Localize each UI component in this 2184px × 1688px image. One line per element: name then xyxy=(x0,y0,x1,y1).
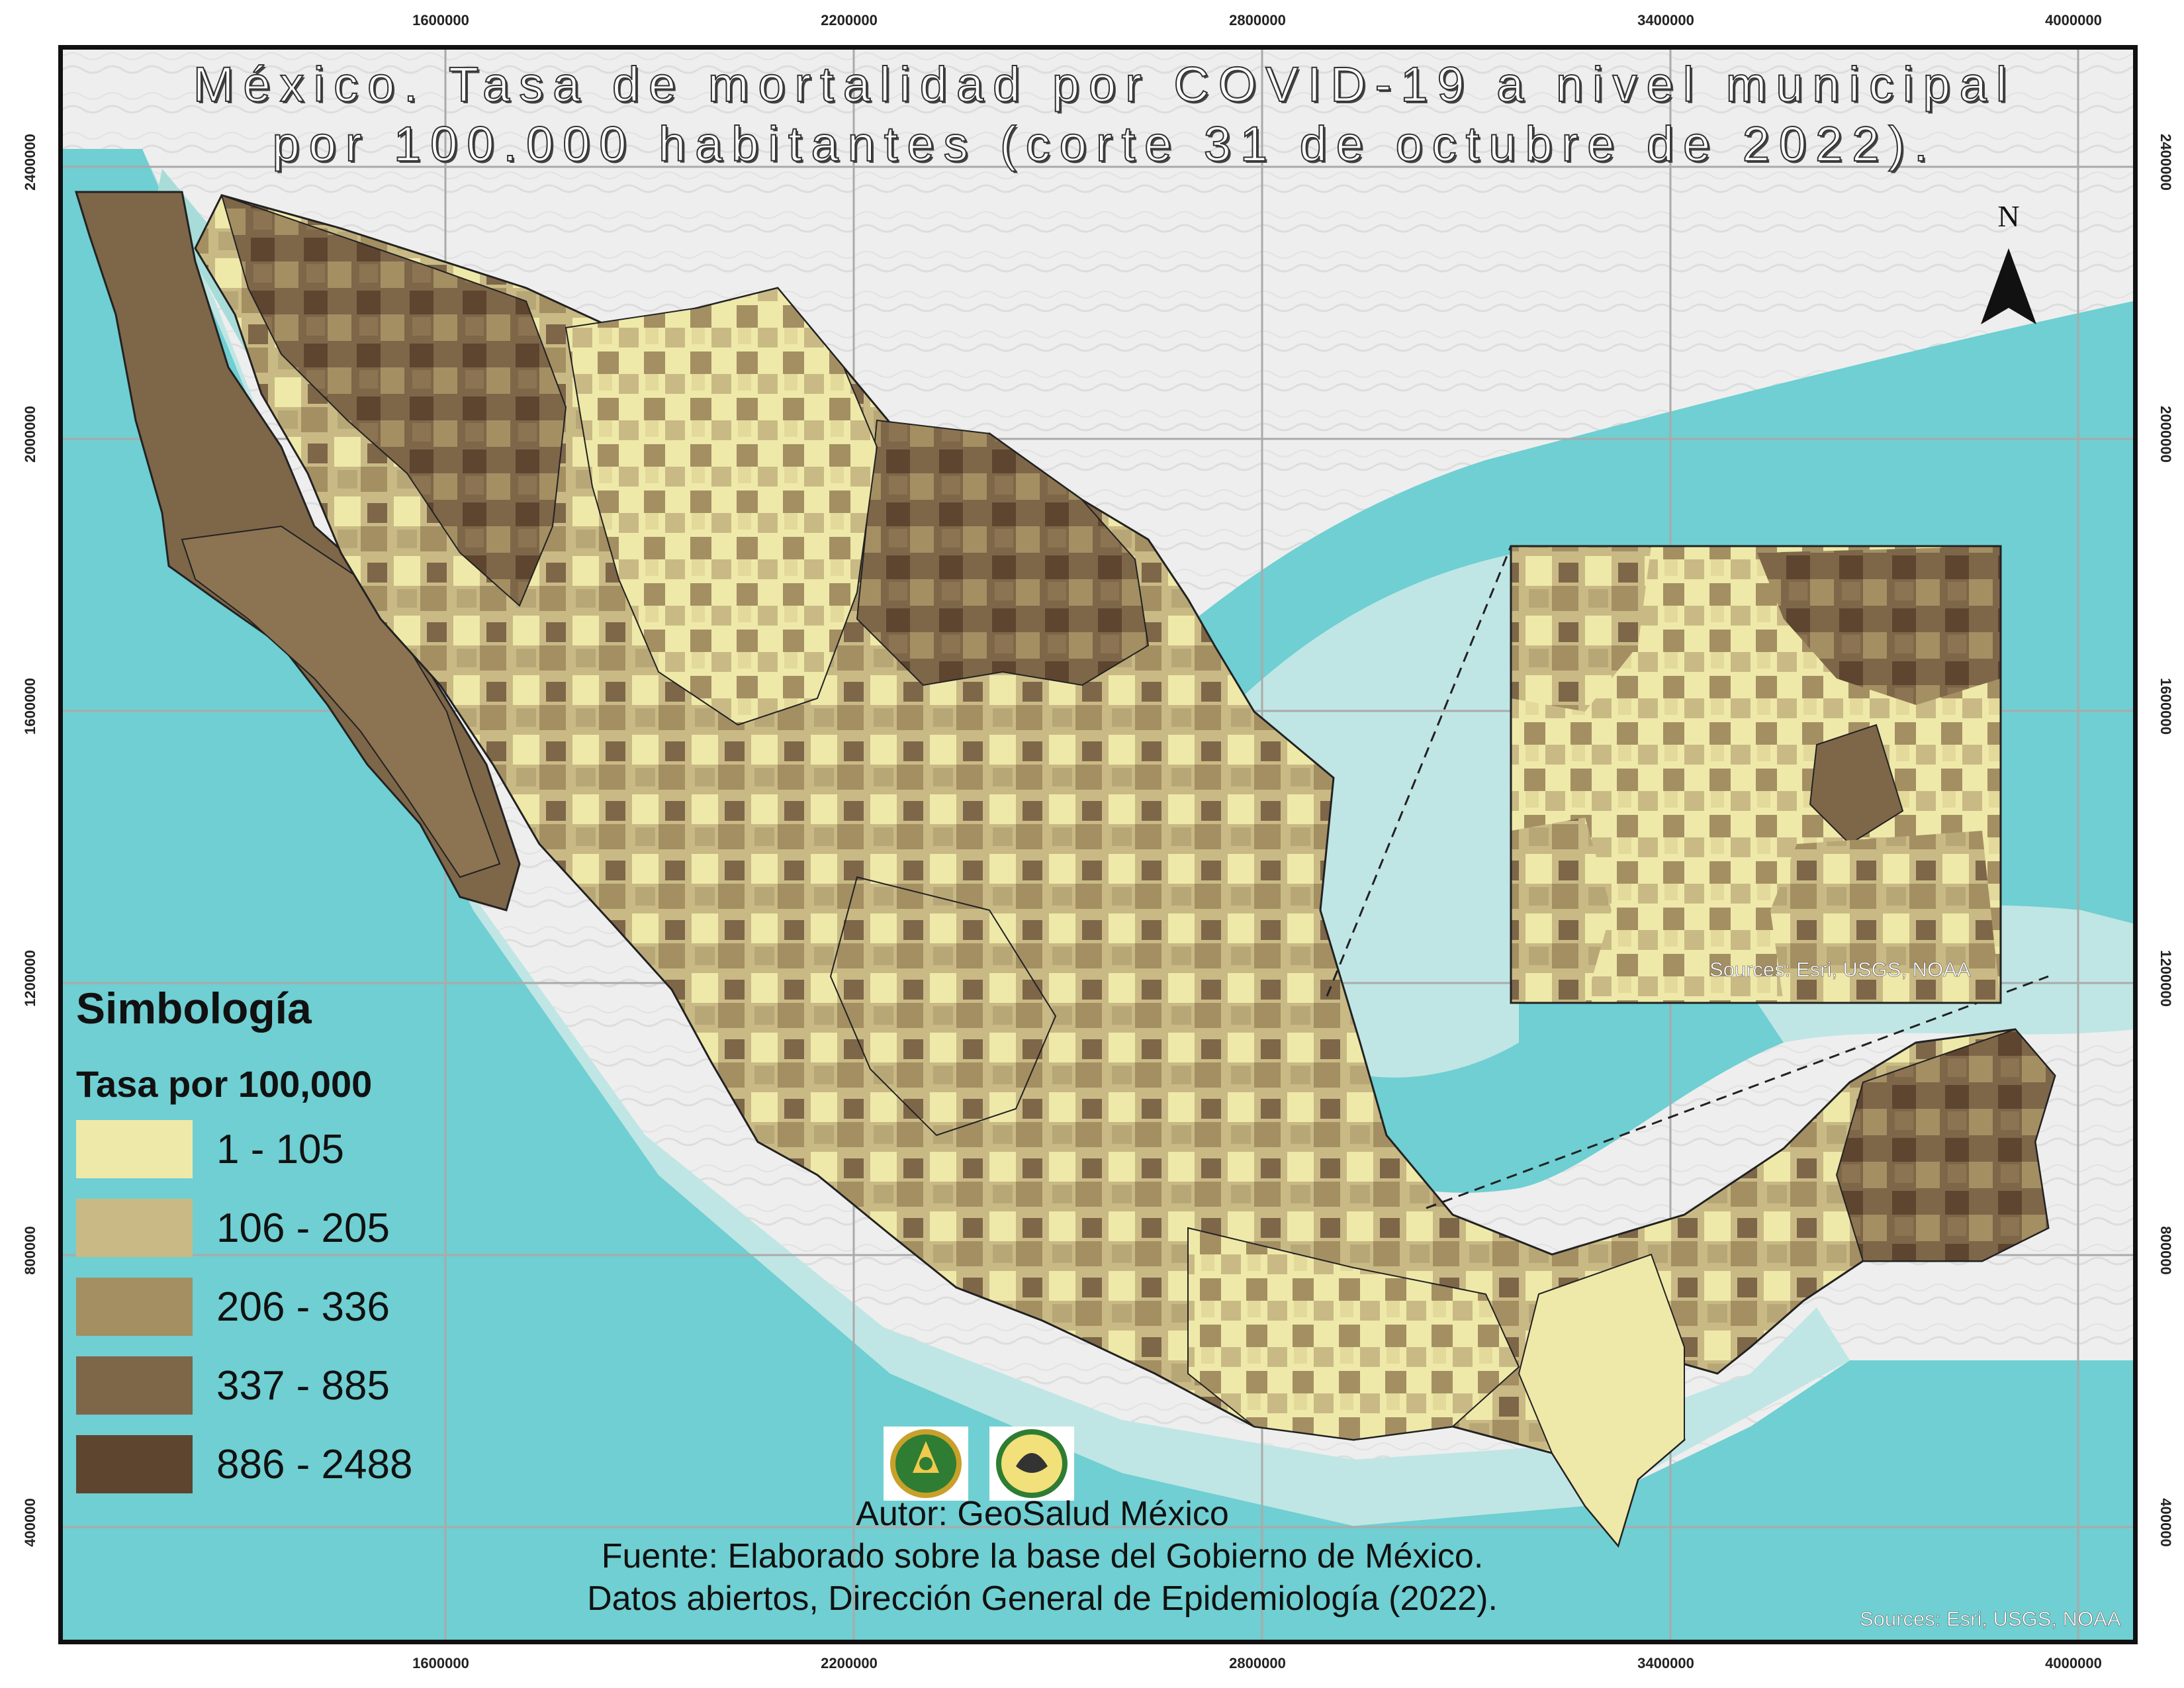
map-title-line2: por 100.000 habitantes (corte 31 de octu… xyxy=(271,116,1937,172)
university-crest-icon xyxy=(884,1427,968,1501)
x-tick-top: 4000000 xyxy=(2045,12,2102,28)
x-tick-bottom: 1600000 xyxy=(412,1655,469,1671)
legend-item: 206 - 336 xyxy=(76,1278,447,1336)
x-tick-bottom: 4000000 xyxy=(2045,1655,2102,1671)
x-tick-top: 1600000 xyxy=(412,12,469,28)
legend-title: Simbología xyxy=(76,984,312,1033)
credits: Autor: GeoSalud México Fuente: Elaborado… xyxy=(433,1493,1651,1620)
y-tick-left: 800000 xyxy=(22,1226,38,1275)
inset-source-attribution: Sources: Esri, USGS, NOAA xyxy=(1709,958,1971,982)
map-source-attribution: Sources: Esri, USGS, NOAA xyxy=(1860,1607,2121,1631)
north-arrow-icon xyxy=(1981,248,2036,324)
legend-swatch xyxy=(76,1435,193,1493)
x-tick-top: 2200000 xyxy=(821,12,878,28)
y-tick-right: 1600000 xyxy=(2158,678,2174,735)
legend-label: 206 - 336 xyxy=(216,1284,390,1330)
x-tick-top: 3400000 xyxy=(1637,12,1694,28)
y-tick-left: 2000000 xyxy=(22,406,38,463)
y-tick-left: 1600000 xyxy=(22,678,38,735)
map-frame: México. Tasa de mortalidad por COVID-19 … xyxy=(58,45,2138,1644)
map-title: México. Tasa de mortalidad por COVID-19 … xyxy=(103,55,2107,174)
legend: Simbología Tasa por 100,000 1 - 105 106 … xyxy=(76,983,447,1514)
map-canvas xyxy=(63,50,2133,1640)
legend-item: 886 - 2488 xyxy=(76,1435,447,1493)
y-tick-left: 400000 xyxy=(22,1498,38,1547)
north-label: N xyxy=(1997,199,2020,233)
legend-swatch xyxy=(76,1356,193,1415)
legend-swatch xyxy=(76,1278,193,1336)
y-tick-right: 800000 xyxy=(2158,1226,2174,1275)
legend-item: 337 - 885 xyxy=(76,1356,447,1415)
x-tick-bottom: 2200000 xyxy=(821,1655,878,1671)
inset-map xyxy=(1510,545,2002,1004)
legend-label: 106 - 205 xyxy=(216,1205,390,1251)
legend-item: 1 - 105 xyxy=(76,1120,447,1178)
north-arrow: N xyxy=(1969,199,2048,331)
map-title-line1: México. Tasa de mortalidad por COVID-19 … xyxy=(193,56,2017,113)
legend-label: 886 - 2488 xyxy=(216,1441,413,1487)
legend-swatch xyxy=(76,1120,193,1178)
y-tick-right: 400000 xyxy=(2158,1498,2174,1547)
y-tick-left: 2400000 xyxy=(22,134,38,191)
legend-item: 106 - 205 xyxy=(76,1199,447,1257)
x-tick-bottom: 2800000 xyxy=(1229,1655,1286,1671)
source-credit-line1: Fuente: Elaborado sobre la base del Gobi… xyxy=(601,1537,1484,1575)
y-tick-right: 2000000 xyxy=(2158,406,2174,463)
x-tick-top: 2800000 xyxy=(1229,12,1286,28)
legend-label: 1 - 105 xyxy=(216,1126,345,1172)
y-tick-left: 1200000 xyxy=(22,950,38,1007)
legend-subtitle: Tasa por 100,000 xyxy=(76,1063,373,1105)
source-credit-line2: Datos abiertos, Dirección General de Epi… xyxy=(587,1579,1498,1618)
y-tick-right: 1200000 xyxy=(2158,950,2174,1007)
x-tick-bottom: 3400000 xyxy=(1637,1655,1694,1671)
legend-label: 337 - 885 xyxy=(216,1362,390,1409)
y-tick-right: 2400000 xyxy=(2158,134,2174,191)
legend-swatch xyxy=(76,1199,193,1257)
author-credit: Autor: GeoSalud México xyxy=(856,1495,1229,1533)
faculty-crest-icon xyxy=(989,1427,1074,1501)
